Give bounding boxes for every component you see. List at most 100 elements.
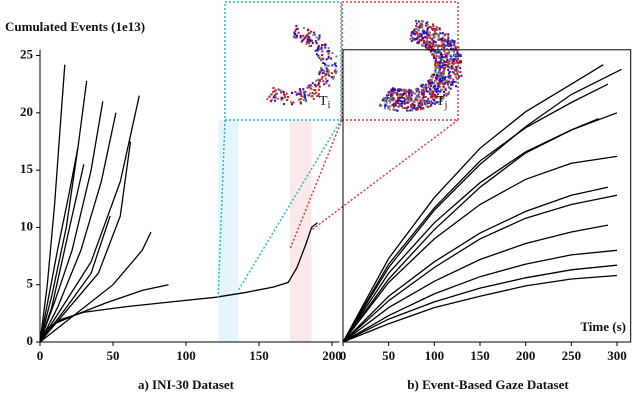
inset-pixel (434, 101, 437, 104)
inset-pixel (393, 92, 396, 94)
inset-pixel (428, 91, 431, 94)
inset-pixel (446, 59, 449, 61)
inset-pixel (431, 47, 433, 50)
inset-pixel (391, 96, 394, 99)
inset-pixel (323, 62, 326, 65)
inset-pixel (302, 98, 305, 101)
inset-pixel (314, 88, 317, 91)
highlight-band (218, 120, 239, 342)
series-line (39, 80, 88, 343)
inset-pixel (427, 97, 430, 100)
inset-pixel (301, 40, 304, 42)
inset-pixel (437, 72, 440, 74)
inset-pixel (421, 43, 424, 46)
inset-pixel (427, 83, 430, 86)
inset-pixel (404, 92, 407, 95)
inset-pixel (444, 87, 447, 90)
inset-pixel (308, 38, 311, 40)
inset-pixel (449, 74, 452, 77)
inset-pixel (318, 45, 321, 48)
inset-pixel (405, 107, 408, 110)
inset-pixel (392, 90, 395, 93)
inset-pixel (454, 61, 457, 64)
inset-pixel (434, 89, 437, 92)
inset-pixel (427, 79, 430, 82)
x-tick-label: 100 (176, 348, 196, 363)
inset-pixel (447, 83, 449, 86)
inset-pixel (430, 85, 433, 88)
x-tick-label: 200 (516, 348, 536, 363)
inset-pixel (279, 89, 282, 92)
inset-pixel (427, 81, 430, 84)
inset-pixel (417, 102, 420, 104)
inset-pixel (440, 44, 442, 47)
inset-pixel (431, 95, 434, 98)
inset-pixel (449, 45, 452, 48)
inset-pixel (325, 64, 328, 67)
inset-pixel (314, 33, 317, 36)
inset-pixel (447, 85, 450, 88)
inset-pixel (309, 40, 312, 43)
inset-pixel (296, 92, 299, 95)
inset-pixel (392, 103, 395, 106)
series-line (342, 274, 618, 343)
inset-pixel (450, 44, 453, 47)
inset-pixel (405, 101, 408, 104)
inset-pixel (414, 92, 417, 95)
inset-pixel (399, 93, 402, 96)
inset-pixel (335, 70, 338, 73)
inset-pixel (324, 74, 327, 77)
inset-pixel (426, 39, 429, 42)
inset-pixel (440, 58, 443, 61)
inset-pixel (438, 68, 441, 71)
inset-pixel (397, 96, 399, 99)
inset-pixel (437, 66, 439, 69)
inset-pixel (426, 31, 429, 34)
inset-pixel (386, 104, 389, 107)
inset-pixel (287, 96, 289, 98)
inset-pixel (438, 27, 441, 30)
inset-pixel (412, 31, 415, 34)
inset-pixel (391, 92, 394, 95)
inset-pixel (421, 36, 424, 39)
inset-pixel (413, 106, 416, 109)
inset-pixel (315, 36, 318, 39)
inset-pixel (270, 100, 272, 102)
inset-pixel (444, 89, 447, 92)
series-line (39, 231, 152, 343)
inset-pixel (440, 74, 443, 77)
inset-pixel (428, 79, 431, 82)
inset-pixel (310, 39, 313, 42)
inset-pixel (383, 107, 386, 110)
y-tick-label: 20 (20, 104, 33, 119)
inset-pixel (399, 100, 402, 103)
inset-pixel (410, 94, 413, 97)
inset-pixel (440, 96, 443, 99)
inset-pixel (460, 74, 463, 77)
inset-pixel (415, 38, 418, 41)
inset-pixel (457, 61, 460, 64)
inset-pixel (449, 41, 452, 43)
inset-pixel (307, 28, 310, 31)
inset-pixel (411, 107, 414, 110)
inset-pixel (421, 93, 424, 96)
inset-pixel (444, 44, 447, 47)
series-line (342, 83, 609, 343)
inset-pixel (443, 84, 446, 87)
inset-pixel (441, 32, 444, 34)
inset-pixel (448, 70, 451, 73)
inset-pixel (451, 83, 454, 86)
inset-pixel (445, 40, 448, 43)
inset-pixel (452, 65, 455, 68)
inset-pixel (398, 93, 401, 96)
inset-pixel (408, 95, 411, 98)
x-axis-label: Time (s) (580, 319, 626, 334)
inset-pixel (454, 58, 457, 61)
inset-pixel (434, 80, 437, 82)
x-tick-label: 250 (562, 348, 582, 363)
inset-pixel (311, 42, 314, 45)
inset-pixel (308, 42, 311, 44)
inset-pixel (424, 45, 427, 48)
inset-pixel (442, 39, 445, 42)
inset-pixel (435, 95, 438, 98)
